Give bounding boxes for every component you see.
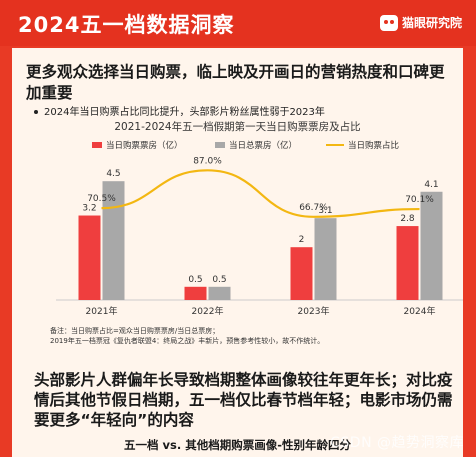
legend-label-total: 当日总票房（亿） — [229, 141, 298, 151]
x-tick-label: 2021年 — [86, 305, 118, 317]
legend-item-total: 当日总票房（亿） — [215, 139, 297, 151]
bullet-dot-icon — [34, 110, 38, 114]
bullet-text: 2024年当日购票占比同比提升，头部影片粉丝属性弱于2023年 — [44, 107, 325, 118]
bar-value-label: 2.8 — [400, 214, 415, 224]
legend-label-ratio: 当日购票占比 — [348, 141, 400, 151]
legend-label-sales: 当日购票票房（亿） — [106, 141, 183, 151]
bar-line-chart: 3.2 4.5 2021年 0.5 0.5 2022年 2 3.1 2023年 2.8 4.1 202… — [56, 156, 463, 317]
legend-swatch-sales — [92, 142, 102, 148]
bar-value-label: 0.5 — [212, 275, 226, 285]
bar-value-label: 3.2 — [82, 204, 96, 214]
bar-total-2 — [208, 286, 231, 300]
bar-total-1 — [102, 181, 125, 300]
page-title: 2024五一档数据洞察 — [18, 13, 235, 37]
legend-swatch-total — [215, 142, 225, 148]
bar-value-label: 2 — [299, 235, 305, 245]
bar-sales-3 — [290, 247, 313, 300]
legend-line-ratio — [326, 144, 344, 146]
x-tick-label: 2023年 — [298, 305, 330, 317]
ratio-line — [101, 169, 420, 218]
bar-sales-2 — [184, 286, 207, 300]
next-section-title: 五一档 vs. 其他档期购票画像-性别年龄四分 — [124, 438, 351, 452]
bar-sales-4 — [396, 226, 419, 300]
section-heading: 更多观众选择当日购票，临上映及开画日的营销热度和口碑更加重要 — [26, 63, 445, 102]
bar-total-4 — [420, 191, 443, 300]
bar-value-label: 4.5 — [106, 169, 120, 179]
watermark: CSDN @趋势洞察库 — [330, 435, 464, 451]
section-heading-2: 头部影片人群偏年长导致档期整体画像较往年更年长；对比疫情后其他节假日档期，五一档… — [34, 371, 453, 429]
bar-value-label: 4.1 — [424, 180, 438, 190]
note-line-2: 2019年五一档票冠《复仇者联盟4：终局之战》丰新片，预售参考性较小，故不作统计… — [50, 337, 325, 345]
bar-value-label: 0.5 — [188, 275, 202, 285]
bar-sales-1 — [78, 215, 101, 300]
bullet-point: 2024年当日购票占比同比提升，头部影片粉丝属性弱于2023年 — [34, 103, 325, 118]
content-card: 更多观众选择当日购票，临上映及开画日的营销热度和口碑更加重要 2024年当日购票… — [12, 48, 463, 457]
legend-item-sales: 当日购票票房（亿） — [92, 139, 183, 151]
ratio-value-label: 87.0% — [193, 156, 222, 166]
ratio-value-label: 70.1% — [405, 195, 434, 205]
ratio-value-label: 66.7% — [299, 203, 328, 213]
x-tick-label: 2024年 — [404, 305, 436, 317]
bar-value-label: 3.1 — [318, 206, 332, 216]
cat-eye-icon — [379, 14, 398, 31]
header-bar: 2024五一档数据洞察 猫眼研究院 — [0, 0, 476, 46]
brand-name: 猫眼研究院 — [401, 16, 462, 30]
x-tick-label: 2022年 — [192, 305, 224, 317]
legend-item-ratio: 当日购票占比 — [326, 139, 399, 151]
ratio-value-label: 70.5% — [87, 194, 116, 204]
note-line-1: 备注：当日购票占比=观众当日购票票房/当日总票房； — [50, 327, 220, 335]
bar-total-3 — [314, 218, 337, 300]
chart-note: 备注：当日购票占比=观众当日购票票房/当日总票房； 2019年五一档票冠《复仇者… — [50, 326, 324, 346]
brand-logo: 猫眼研究院 — [379, 14, 462, 31]
chart-title: 2021-2024年五一档假期第一天当日购票票房及占比 — [114, 121, 361, 133]
